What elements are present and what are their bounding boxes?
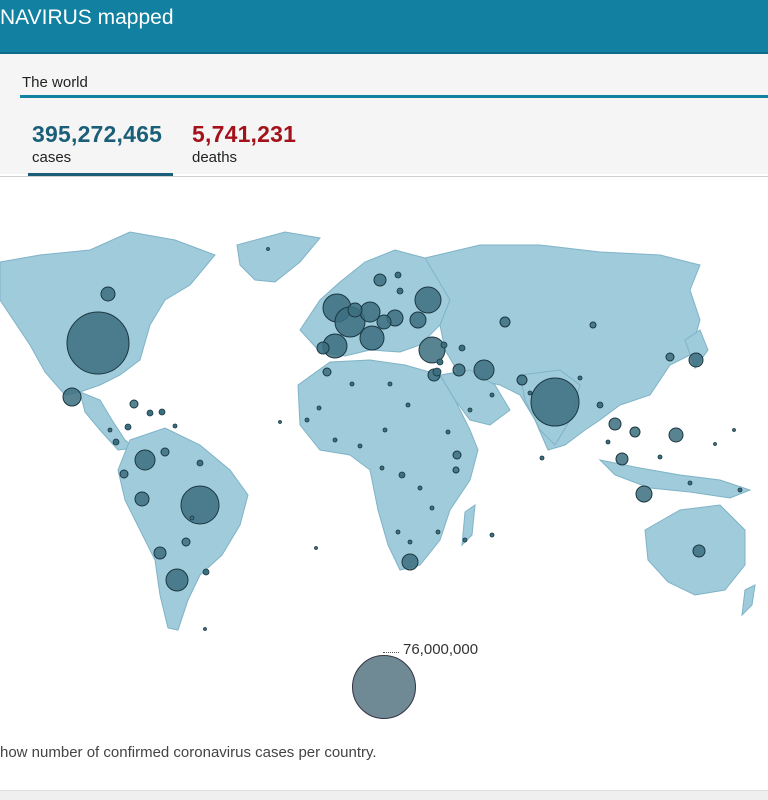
page-title: NAVIRUS mapped (0, 6, 174, 29)
bubble-portugal (316, 341, 330, 355)
cases-stat[interactable]: 395,272,465 cases (32, 121, 162, 166)
sea-islands-landmass (598, 459, 752, 499)
bubble-kazakhstan (499, 316, 511, 328)
deaths-count: 5,741,231 (192, 121, 297, 147)
bubble-china (589, 321, 597, 329)
bubble-ecuador (119, 469, 129, 479)
bubble-sweden (373, 273, 387, 287)
bubble-indonesia (635, 485, 653, 503)
bubble-brazil (180, 485, 220, 525)
header-bar: NAVIRUS mapped (0, 0, 768, 54)
bubble-colombia (134, 449, 156, 471)
legend-leader-line (383, 652, 399, 653)
bubble-italy (359, 325, 385, 351)
tab-the-world[interactable]: The world (22, 74, 88, 91)
tab-underline (20, 95, 768, 98)
bubble-vietnam (608, 417, 622, 431)
bubble-netherlands (347, 302, 363, 318)
bubble-kenya (452, 466, 460, 474)
bubble-india (530, 377, 580, 427)
south-america-landmass (117, 427, 249, 631)
bubble-south-africa (401, 553, 419, 571)
bubble-australia (692, 544, 706, 558)
bubble-bolivia (181, 537, 191, 547)
legend-value: 76,000,000 (403, 641, 479, 658)
controls-panel (0, 54, 768, 174)
divider (0, 176, 768, 177)
africa-landmass (297, 359, 479, 571)
bubble-thailand (615, 452, 629, 466)
bubble-peru (134, 491, 150, 507)
bubble-pakistan (516, 374, 528, 386)
deaths-label: deaths (192, 149, 238, 166)
central-america-landmass (79, 391, 137, 451)
bubble-usa (66, 311, 130, 375)
bubble-russia (414, 286, 442, 314)
bubble-cuba (129, 399, 139, 409)
bubble-korea (665, 352, 675, 362)
deaths-stat[interactable]: 5,741,231 deaths (192, 121, 296, 166)
new-zealand-landmass (741, 584, 756, 617)
bubble-malaysia (629, 426, 641, 438)
bubble-mexico (62, 387, 82, 407)
bubble-philippines (668, 427, 684, 443)
bubble-turkey (418, 336, 446, 364)
bubble-iran (473, 359, 495, 381)
bubble-ukraine (409, 311, 427, 329)
bubble-chile (153, 546, 167, 560)
madagascar-landmass (461, 503, 476, 547)
bubble-venezuela (160, 447, 170, 457)
footnote: how number of confirmed coronavirus case… (0, 744, 377, 761)
greenland-landmass (236, 231, 321, 283)
bubble-argentina (165, 568, 189, 592)
cases-label: cases (32, 149, 72, 166)
bottom-rule (0, 790, 768, 800)
bubble-germany (359, 301, 381, 323)
bubble-ethiopia (452, 450, 462, 460)
legend-size-circle (352, 655, 416, 719)
bubble-morocco (322, 367, 332, 377)
bubble-czechia (376, 314, 392, 330)
cases-count: 395,272,465 (32, 121, 163, 147)
world-map[interactable] (0, 195, 768, 645)
bubble-iraq (452, 363, 466, 377)
bubble-japan (688, 352, 704, 368)
bubble-canada (100, 286, 116, 302)
active-stat-indicator (28, 173, 173, 176)
